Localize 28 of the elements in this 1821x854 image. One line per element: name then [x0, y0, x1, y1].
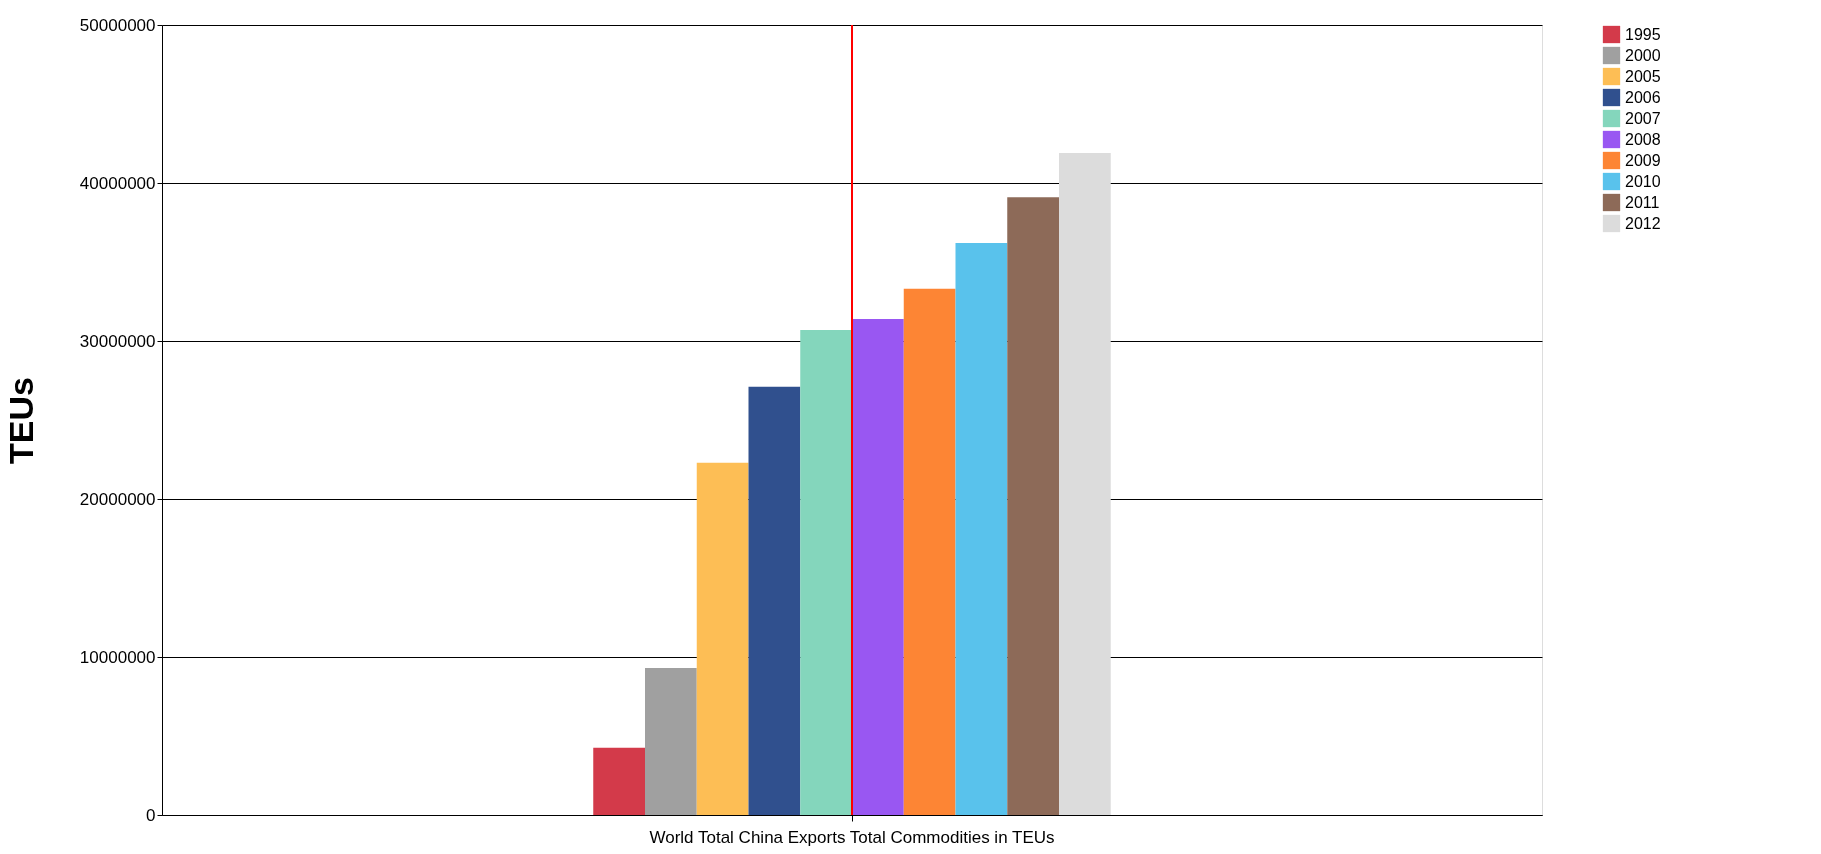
legend-label: 1995: [1625, 25, 1661, 43]
bar: [903, 288, 956, 815]
bar: [852, 318, 904, 815]
legend-label: 2000: [1625, 46, 1661, 64]
y-axis-title: TEUs: [1, 377, 40, 464]
y-tick-label: 30000000: [79, 331, 156, 351]
legend-label: 2011: [1625, 193, 1660, 211]
bar: [1059, 152, 1111, 815]
x-tick-label: World Total China Exports Total Commodities in TEUs: [649, 827, 1055, 847]
legend-label: 2008: [1625, 130, 1661, 148]
bar: [696, 462, 749, 815]
bar: [593, 747, 645, 815]
legend-label: 2012: [1625, 214, 1661, 232]
y-tick-label: 10000000: [79, 647, 156, 667]
y-tick-label: 20000000: [79, 489, 156, 509]
y-tick-label: 50000000: [79, 15, 156, 35]
bar: [1007, 197, 1059, 815]
bar: [800, 329, 852, 815]
bar: [955, 243, 1008, 815]
y-tick-label: 40000000: [79, 173, 156, 193]
bar: [645, 667, 697, 815]
legend-label: 2009: [1625, 151, 1661, 169]
y-tick-label: 0: [146, 805, 156, 825]
legend-label: 2010: [1625, 172, 1661, 190]
bar: [748, 386, 801, 815]
legend-label: 2006: [1625, 88, 1661, 106]
legend-label: 2007: [1625, 109, 1661, 127]
legend-label: 2005: [1625, 67, 1661, 85]
